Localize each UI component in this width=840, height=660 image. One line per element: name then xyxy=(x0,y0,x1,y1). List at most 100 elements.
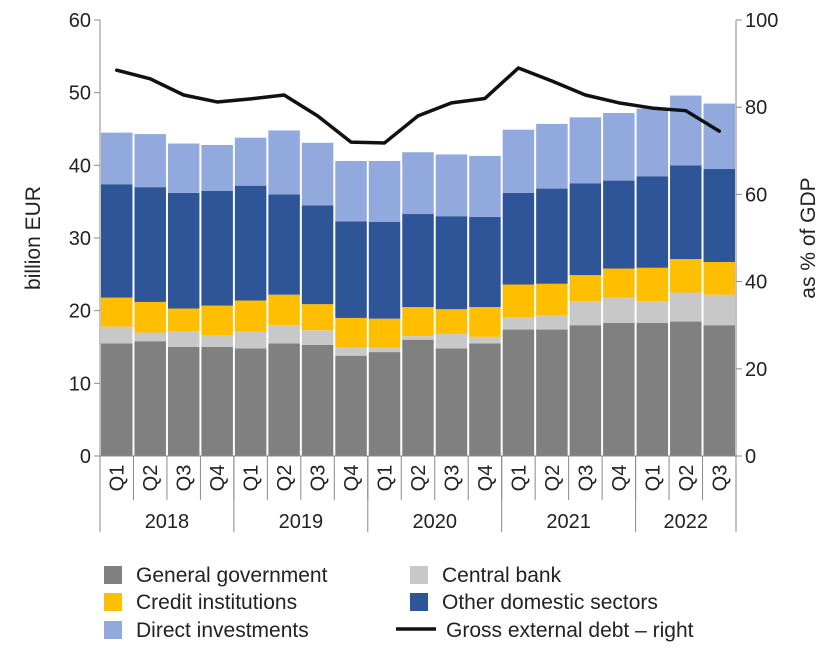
bar-segment-central-bank-14 xyxy=(569,301,602,326)
legend-item-other-domestic-sectors: Other domestic sectors xyxy=(410,591,658,614)
x-tick-label: Q1 xyxy=(375,465,397,492)
bar-segment-central-bank-18 xyxy=(703,294,736,326)
bar-segment-credit-institutions-10 xyxy=(435,309,468,334)
x-tick-label: Q2 xyxy=(274,465,296,492)
legend-item-credit-institutions: Credit institutions xyxy=(104,591,297,614)
bar-segment-other-domestic-sectors-3 xyxy=(201,190,233,306)
y-tick-label-left: 20 xyxy=(69,301,91,323)
bar-segment-credit-institutions-6 xyxy=(301,304,334,331)
x-year-label: 2021 xyxy=(546,511,591,533)
bar-segment-other-domestic-sectors-2 xyxy=(167,192,200,309)
legend-swatch xyxy=(410,566,428,584)
bar-segment-other-domestic-sectors-13 xyxy=(536,188,568,284)
bar-segment-direct-investments-3 xyxy=(201,144,233,191)
x-tick-label: Q4 xyxy=(609,465,631,492)
bar-segment-other-domestic-sectors-1 xyxy=(134,187,166,302)
bar-segment-central-bank-2 xyxy=(167,331,200,347)
y-tick-label-right: 60 xyxy=(745,184,767,206)
bar-segment-central-bank-3 xyxy=(201,335,233,347)
bar-segment-direct-investments-4 xyxy=(234,137,267,186)
bar-segment-direct-investments-1 xyxy=(134,134,166,188)
bar-segment-central-bank-1 xyxy=(134,332,166,342)
bar-segment-general-government-11 xyxy=(469,343,501,456)
bar-segment-central-bank-17 xyxy=(670,292,702,322)
bar-segment-credit-institutions-3 xyxy=(201,305,233,336)
bar-segment-credit-institutions-0 xyxy=(100,297,133,327)
bar-segment-central-bank-6 xyxy=(301,330,334,345)
legend-item-general-government: General government xyxy=(104,564,328,587)
y-axis-title-right: as % of GDP xyxy=(797,177,820,298)
y-tick-label-left: 10 xyxy=(69,373,91,395)
y-tick-label-right: 100 xyxy=(745,10,778,32)
bar-segment-central-bank-15 xyxy=(603,297,635,324)
bar-segment-general-government-18 xyxy=(703,325,736,456)
bar-segment-credit-institutions-13 xyxy=(536,283,568,316)
y-tick-label-left: 30 xyxy=(69,228,91,250)
x-tick-label: Q2 xyxy=(676,465,698,492)
bar-segment-general-government-5 xyxy=(268,343,300,456)
bar-segment-direct-investments-10 xyxy=(435,154,468,217)
bar-segment-other-domestic-sectors-18 xyxy=(703,168,736,262)
bar-segment-general-government-14 xyxy=(569,325,602,456)
x-tick-label: Q4 xyxy=(475,465,497,492)
y-tick-label-left: 0 xyxy=(80,446,91,468)
y-tick-label-left: 60 xyxy=(69,10,91,32)
bar-segment-general-government-6 xyxy=(301,344,334,456)
legend-item-gross-external-debt-right: Gross external debt – right xyxy=(396,619,694,642)
legend-label: Other domestic sectors xyxy=(442,591,658,614)
legend-swatch xyxy=(104,566,122,584)
y-tick-label-left: 50 xyxy=(69,83,91,105)
legend-swatch xyxy=(104,593,122,611)
bar-segment-general-government-12 xyxy=(502,329,535,456)
bar-segment-direct-investments-18 xyxy=(703,103,736,169)
x-tick-label: Q2 xyxy=(408,465,430,492)
y-tick-label-right: 80 xyxy=(745,97,767,119)
bar-segment-credit-institutions-18 xyxy=(703,261,736,295)
bar-segment-general-government-8 xyxy=(368,352,401,456)
bar-segment-other-domestic-sectors-17 xyxy=(670,165,702,260)
y-tick-label-right: 40 xyxy=(745,272,767,294)
x-tick-label: Q1 xyxy=(508,465,530,492)
y-tick-label-left: 40 xyxy=(69,155,91,177)
x-tick-label: Q2 xyxy=(542,465,564,492)
bar-segment-direct-investments-16 xyxy=(636,108,669,177)
x-year-label: 2022 xyxy=(664,511,709,533)
y-tick-label-right: 20 xyxy=(745,359,767,381)
bar-segment-other-domestic-sectors-10 xyxy=(435,216,468,310)
bar-segment-other-domestic-sectors-4 xyxy=(234,185,267,301)
bar-segment-credit-institutions-14 xyxy=(569,275,602,302)
x-tick-label: Q3 xyxy=(575,465,597,492)
legend-item-central-bank: Central bank xyxy=(410,564,562,587)
bar-segment-central-bank-16 xyxy=(636,301,669,324)
bar-segment-direct-investments-9 xyxy=(402,152,434,215)
legend-swatch xyxy=(104,621,122,639)
bar-segment-credit-institutions-7 xyxy=(335,317,367,347)
bar-segment-central-bank-7 xyxy=(335,347,367,356)
bars-layer xyxy=(100,95,736,456)
bar-segment-credit-institutions-4 xyxy=(234,300,267,332)
bar-segment-other-domestic-sectors-9 xyxy=(402,214,434,308)
legend-label: Gross external debt – right xyxy=(446,619,694,642)
bar-segment-direct-investments-13 xyxy=(536,123,568,189)
bar-segment-general-government-1 xyxy=(134,341,166,456)
legend: General government Central bank Credit ins… xyxy=(104,564,694,642)
legend-item-direct-investments: Direct investments xyxy=(104,619,309,642)
x-tick-label: Q1 xyxy=(241,465,263,492)
bar-segment-other-domestic-sectors-0 xyxy=(100,184,133,298)
bar-segment-central-bank-4 xyxy=(234,331,267,349)
bar-segment-direct-investments-14 xyxy=(569,117,602,184)
bar-segment-direct-investments-6 xyxy=(301,142,334,206)
bar-segment-direct-investments-2 xyxy=(167,143,200,193)
x-tick-label: Q2 xyxy=(140,465,162,492)
bar-segment-other-domestic-sectors-15 xyxy=(603,180,635,269)
bar-segment-general-government-13 xyxy=(536,329,568,456)
bar-segment-general-government-3 xyxy=(201,347,233,456)
legend-label: Credit institutions xyxy=(136,591,297,614)
bar-segment-central-bank-0 xyxy=(100,326,133,344)
bar-segment-other-domestic-sectors-16 xyxy=(636,176,669,268)
bar-segment-direct-investments-8 xyxy=(368,160,401,223)
bar-segment-general-government-15 xyxy=(603,323,635,456)
legend-swatch xyxy=(410,593,428,611)
bar-segment-general-government-16 xyxy=(636,323,669,456)
